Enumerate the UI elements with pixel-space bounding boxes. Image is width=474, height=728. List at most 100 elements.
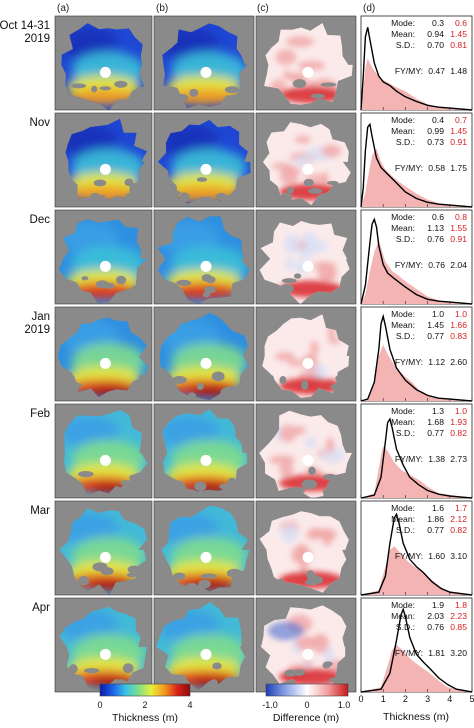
island [186, 582, 198, 589]
island [320, 82, 337, 87]
island [336, 88, 351, 98]
stat-value-red: 1.93 [450, 417, 467, 427]
stat-value-my: 3.10 [450, 551, 467, 561]
stat-value-my: 2.60 [450, 357, 467, 367]
stat-value-black: 1.45 [427, 320, 444, 330]
stat-label-sd: S.D.: [396, 525, 415, 535]
stat-value-black: 0.77 [427, 428, 444, 438]
stat-label-mean: Mean: [391, 223, 415, 233]
pole-hole [99, 454, 111, 466]
stat-label-sd: S.D.: [396, 622, 415, 632]
island [163, 98, 171, 108]
stat-value-black: 0.70 [427, 40, 444, 50]
island [179, 192, 190, 203]
island [328, 677, 336, 683]
black-pdf-line [360, 122, 473, 208]
island [127, 565, 141, 574]
stat-value-red: 1.7 [455, 503, 467, 513]
island [277, 578, 284, 586]
island [99, 86, 112, 91]
stat-label-sd: S.D.: [396, 234, 415, 244]
pole-hole [302, 648, 314, 660]
row-4: Feb Mode: 1.3 1.0 Mean: 1.68 1.93 S.D.: 0.77 0.82… [30, 403, 473, 499]
island [198, 579, 211, 589]
island [91, 85, 98, 93]
island [330, 383, 346, 390]
island [196, 382, 204, 391]
island [169, 190, 182, 196]
stat-value-red: 0.7 [455, 115, 467, 125]
row-label: Oct 14-31 [0, 20, 50, 32]
stat-value-black: 0.76 [427, 622, 444, 632]
island [116, 275, 127, 285]
island [70, 100, 86, 108]
black-pdf-line [360, 27, 473, 111]
map-frame [153, 112, 255, 208]
red-pdf-area [361, 58, 472, 110]
island [215, 192, 228, 201]
stat-value-black: 1.9 [432, 600, 444, 610]
histogram-panel: Mode: 1.3 1.0 Mean: 1.68 1.93 S.D.: 0.77 0.82 FY/… [360, 403, 473, 499]
stat-value-red: 0.91 [450, 234, 467, 244]
island [163, 483, 177, 494]
stat-value-red: 0.6 [455, 18, 467, 28]
map-frame [54, 209, 153, 305]
pole-hole [302, 357, 314, 369]
island [201, 274, 213, 282]
stat-label-fymy: FY/MY: [395, 454, 423, 464]
stat-label-mode: Mode: [391, 212, 415, 222]
black-pdf-line [360, 313, 473, 402]
panel-label-c: (c) [257, 3, 269, 14]
stat-value-black: 0.3 [432, 18, 444, 28]
island [212, 662, 222, 670]
island [264, 374, 275, 384]
island [90, 192, 100, 198]
x-tick-label: 4 [447, 694, 452, 704]
panel-label-a: (a) [57, 3, 69, 14]
ice-field [59, 606, 148, 691]
x-tick-label: 1 [381, 694, 386, 704]
island [125, 193, 133, 203]
island [204, 286, 216, 294]
stat-value-red: 1.55 [450, 223, 467, 233]
island [280, 192, 292, 203]
island [211, 371, 225, 382]
stat-value-red: 2.23 [450, 611, 467, 621]
stat-value-my: 1.75 [450, 163, 467, 173]
pole-hole [200, 163, 212, 175]
island [71, 486, 80, 495]
island [335, 375, 344, 381]
stat-value-my: 1.48 [450, 66, 467, 76]
histogram-panel: Mode: 0.6 0.8 Mean: 1.13 1.55 S.D.: 0.76 0.91 FY/… [360, 209, 473, 305]
stat-value-black: 2.03 [427, 611, 444, 621]
histogram-panel: Mode: 0.4 0.7 Mean: 0.99 1.45 S.D.: 0.73 0.91 FY/… [360, 112, 473, 208]
stat-value-black: 0.77 [427, 331, 444, 341]
stat-label-sd: S.D.: [396, 331, 415, 341]
stat-value-black: 1.13 [427, 223, 444, 233]
island [290, 486, 306, 494]
stat-label-mean: Mean: [391, 126, 415, 136]
ice-field [259, 511, 349, 593]
island [196, 177, 208, 182]
stat-value-black: 0.6 [432, 212, 444, 222]
stat-value-red: 0.8 [455, 212, 467, 222]
pole-hole [200, 66, 212, 78]
row-2: Dec Mode: 0.6 0.8 Mean: 1.13 1.55 S.D.: 0.76 0.91… [30, 209, 473, 305]
map-frame [54, 403, 153, 499]
map-frame [54, 500, 153, 596]
thickness-tick-2: 2 [142, 700, 147, 710]
stat-value-black: 1.68 [427, 417, 444, 427]
stat-value-fy: 1.12 [428, 357, 445, 367]
island [293, 273, 302, 279]
row-label: Feb [30, 408, 50, 420]
island [175, 93, 189, 101]
red-pdf-area [361, 148, 472, 207]
stat-value-black: 0.73 [427, 137, 444, 147]
map-frame [255, 306, 357, 402]
map-frame [255, 209, 357, 305]
stat-label-fymy: FY/MY: [395, 648, 423, 658]
stat-value-red: 0.82 [450, 428, 467, 438]
row-label: Mar [30, 505, 50, 517]
difference-tick-neg1: -1.0 [262, 700, 278, 710]
